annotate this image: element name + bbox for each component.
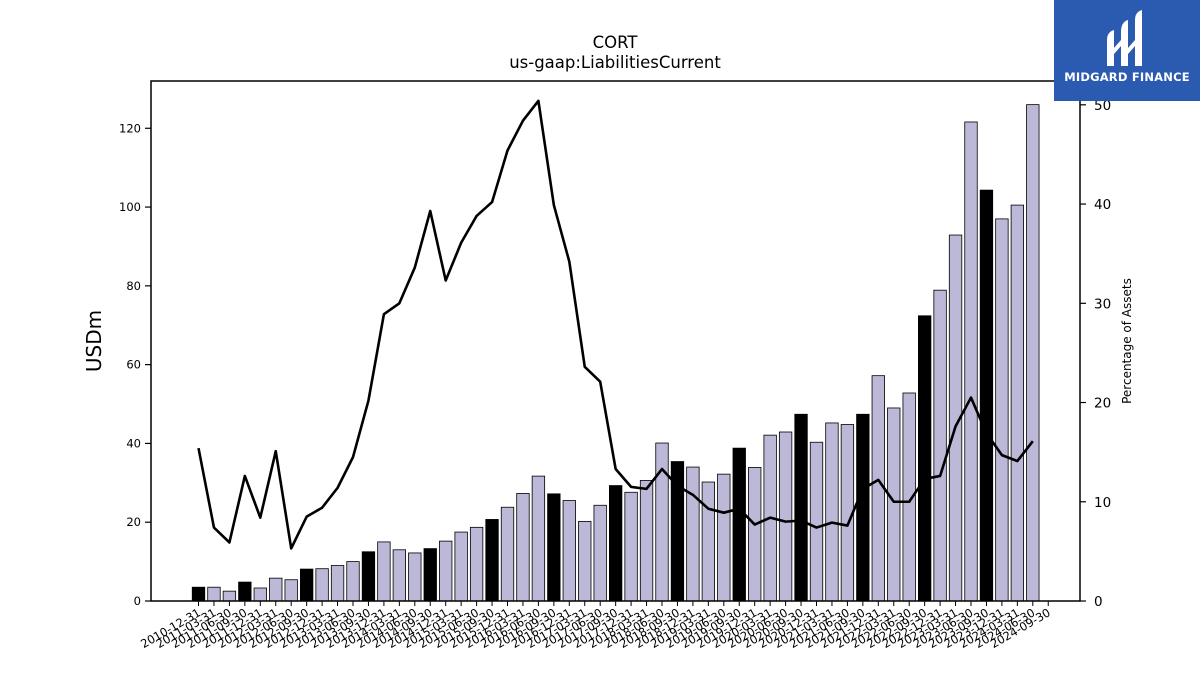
bar — [269, 577, 283, 602]
bar — [918, 315, 932, 602]
bar — [639, 480, 654, 602]
bar — [469, 526, 484, 602]
bar — [454, 531, 468, 602]
y2-tick-label: 40 — [1094, 197, 1111, 213]
bar — [207, 586, 221, 602]
bar — [531, 475, 546, 602]
bar — [423, 548, 437, 602]
bar — [1026, 104, 1040, 602]
bar — [439, 540, 453, 602]
y-tick-label: 120 — [119, 121, 141, 135]
y2-tick-label: 20 — [1094, 396, 1111, 412]
bar — [191, 586, 206, 602]
percent-line — [197, 99, 1034, 550]
bar — [794, 413, 808, 602]
bar — [717, 473, 731, 602]
bar — [346, 561, 360, 602]
bar — [299, 568, 314, 602]
bar — [686, 466, 700, 602]
bar — [995, 218, 1009, 602]
y2-tick-label: 30 — [1094, 296, 1111, 312]
bar — [516, 493, 530, 602]
bar — [547, 493, 561, 602]
bar — [809, 441, 824, 602]
bar — [701, 481, 715, 602]
y2-axis-label: Percentage of Assets — [1120, 278, 1134, 404]
y-tick-label: 20 — [126, 515, 141, 529]
percent-line-series — [197, 99, 1034, 550]
bar — [238, 581, 252, 602]
bar — [624, 491, 638, 602]
bar — [408, 552, 422, 602]
bar — [933, 289, 947, 602]
bar — [593, 504, 607, 602]
bar — [485, 519, 499, 602]
y2-tick-label: 10 — [1094, 495, 1111, 511]
bar-series — [191, 104, 1040, 602]
bar — [578, 521, 592, 602]
tick-labels: 020406080100120010203040502010-12-312011… — [119, 98, 1111, 651]
bar — [887, 407, 901, 602]
y-tick-label: 100 — [119, 200, 141, 214]
bar — [748, 467, 762, 602]
bar — [284, 579, 298, 602]
bar — [655, 442, 669, 602]
bar — [377, 541, 391, 602]
bar — [500, 506, 515, 602]
y2-tick-label: 50 — [1094, 98, 1111, 114]
chart-title: CORT — [593, 33, 639, 52]
bar — [562, 500, 576, 602]
bar — [330, 565, 345, 602]
bar — [361, 551, 376, 602]
y2-tick-label: 0 — [1094, 594, 1103, 610]
bar — [315, 568, 329, 602]
y-tick-label: 40 — [126, 436, 141, 450]
y-axis-label: USDm — [82, 310, 106, 372]
bar — [222, 590, 237, 602]
y-tick-label: 0 — [134, 594, 141, 608]
bar — [392, 549, 407, 602]
bar — [979, 189, 994, 602]
y-tick-label: 80 — [126, 279, 141, 293]
logo-mark-icon — [1107, 10, 1142, 66]
bar — [856, 413, 870, 602]
bar — [609, 485, 623, 602]
bar — [1010, 204, 1024, 602]
bar — [964, 121, 978, 602]
bar — [778, 431, 793, 602]
axes — [145, 80, 1086, 606]
midgard-finance-logo: MIDGARD FINANCE — [1054, 0, 1200, 101]
bar — [825, 422, 839, 602]
y-tick-label: 60 — [126, 358, 141, 372]
bar — [253, 587, 267, 602]
chart-subtitle: us-gaap:LiabilitiesCurrent — [509, 53, 721, 72]
bar — [732, 447, 746, 602]
logo-text: MIDGARD FINANCE — [1064, 70, 1190, 84]
